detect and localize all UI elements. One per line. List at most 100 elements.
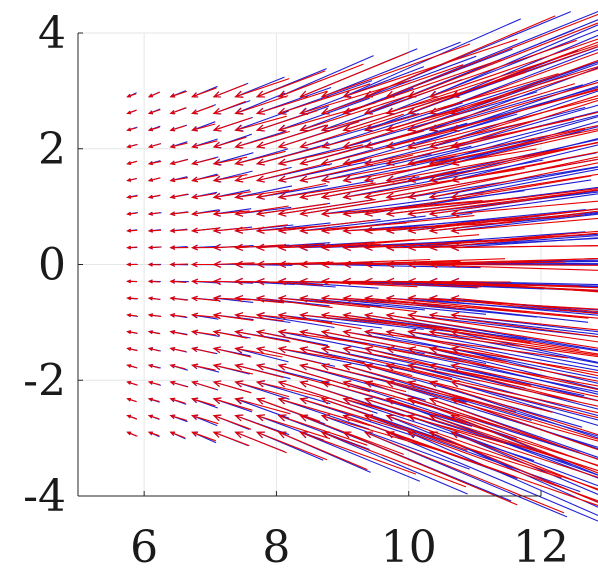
vector-arrow: [126, 313, 137, 318]
vector-arrow: [234, 414, 286, 436]
vector-arrow: [212, 346, 252, 358]
vector-arrow: [191, 414, 219, 425]
vector-arrow: [191, 397, 216, 407]
vector-arrow: [255, 243, 325, 252]
vector-arrow: [126, 228, 138, 233]
vector-arrow: [255, 163, 324, 183]
vector-arrow: [147, 380, 161, 386]
vector-arrow: [126, 177, 137, 182]
vector-arrow: [428, 141, 598, 183]
vector-arrow: [147, 109, 161, 115]
vector-arrow: [169, 262, 189, 267]
vector-arrow: [255, 346, 322, 365]
vector-arrow: [255, 203, 327, 217]
vector-arrow: [255, 295, 333, 309]
vector-arrow: [255, 182, 326, 200]
vector-arrow: [147, 313, 162, 318]
vector-arrow: [320, 397, 468, 451]
vector-arrow: [320, 92, 460, 132]
vector-arrow: [126, 195, 138, 199]
vector-arrow: [364, 397, 571, 463]
vector-arrow: [407, 312, 598, 343]
vector-arrow: [320, 64, 464, 115]
vector-arrow: [299, 130, 424, 166]
vector-arrow: [169, 330, 188, 336]
vector-arrow: [342, 59, 501, 115]
vector-arrow: [212, 83, 246, 98]
vector-arrow: [299, 311, 407, 327]
vector-arrow: [450, 130, 598, 166]
vector-arrow: [450, 99, 598, 149]
vector-arrow: [364, 15, 556, 98]
vector-arrow: [234, 150, 286, 166]
vector-arrow: [234, 329, 291, 343]
vector-arrow: [212, 312, 254, 321]
vector-arrow: [385, 414, 598, 490]
vector-arrow: [299, 178, 407, 200]
tick-labels: 6 8 10 12 4 2 0 -2 -4: [23, 8, 569, 573]
vector-arrow: [342, 197, 519, 218]
vector-arrow: [277, 102, 376, 132]
x-tick-label: 10: [381, 522, 437, 573]
vector-arrow: [255, 329, 329, 348]
vector-arrow: [169, 107, 187, 115]
vector-arrow: [255, 260, 334, 268]
vector-arrow: [126, 347, 138, 352]
vector-arrow: [212, 294, 251, 302]
vector-arrow: [364, 39, 577, 115]
vector-arrow: [212, 191, 251, 200]
vector-arrow: [450, 217, 598, 235]
vector-arrow: [450, 173, 598, 200]
vector-arrow: [147, 397, 160, 403]
vector-arrow: [255, 124, 328, 149]
x-tick-label: 8: [262, 522, 290, 573]
vector-arrow: [212, 100, 246, 115]
vector-arrow: [385, 295, 598, 319]
vector-arrow: [277, 83, 371, 115]
vector-arrow: [191, 431, 216, 442]
vector-arrow: [428, 295, 598, 315]
vector-arrow: [147, 245, 161, 250]
vector-arrow: [255, 414, 331, 440]
vector-arrow: [363, 312, 580, 351]
vector-arrow: [407, 380, 598, 440]
vector-arrow: [299, 277, 418, 288]
vector-arrow: [126, 93, 137, 98]
vector-arrow: [169, 279, 187, 284]
vector-arrow: [320, 277, 481, 288]
vector-arrow: [169, 193, 188, 199]
vector-arrow: [126, 109, 137, 115]
vector-arrow: [277, 363, 371, 393]
vector-arrow: [234, 115, 287, 132]
vector-arrow: [169, 211, 189, 217]
vector-arrow: [126, 245, 138, 250]
vector-arrow: [299, 154, 414, 183]
vector-arrow: [342, 312, 531, 344]
y-tick-label: -2: [23, 355, 66, 406]
vector-arrow: [126, 127, 137, 132]
vector-arrow: [126, 212, 137, 216]
vector-arrow: [428, 414, 598, 472]
vector-arrow: [428, 278, 598, 293]
vector-arrow: [191, 312, 220, 319]
vector-arrow: [407, 363, 598, 407]
vector-arrow: [234, 363, 284, 379]
y-tick-label: 2: [38, 124, 66, 175]
vector-arrow: [126, 414, 138, 420]
vector-arrow: [191, 105, 214, 115]
vector-arrow: [428, 81, 598, 132]
vector-arrow: [191, 363, 216, 371]
vector-arrow: [191, 278, 218, 285]
vector-arrow: [428, 52, 598, 115]
vector-arrow: [385, 44, 598, 115]
vector-arrow: [234, 224, 288, 234]
vector-arrow: [147, 91, 160, 98]
vector-arrow: [277, 198, 376, 217]
vector-arrow: [450, 311, 598, 331]
vector-arrow: [320, 171, 457, 200]
vector-arrow: [407, 328, 598, 358]
vector-arrow: [450, 431, 598, 491]
vector-arrow: [450, 257, 598, 268]
y-tick-label: 0: [38, 240, 66, 291]
vector-arrow: [277, 159, 366, 183]
